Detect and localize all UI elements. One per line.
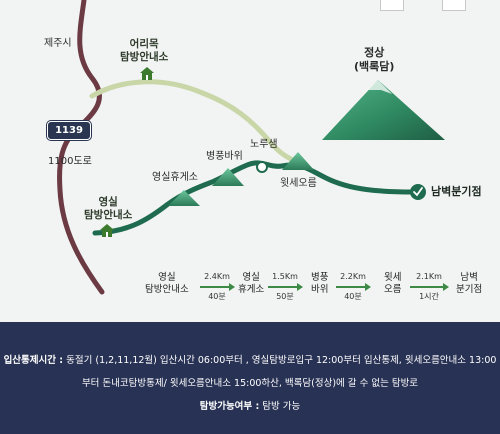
flow-distance-3: 2.2Km [340, 272, 366, 281]
destination-marker [410, 184, 426, 200]
main-trail [92, 160, 417, 236]
eorimok-hut-icon [140, 67, 154, 80]
control-time-line-1: 입산통제시간 : 동절기 (1,2,11,12월) 입산시간 06:00부터 ,… [0, 352, 500, 366]
byeongpung-rock-label: 병풍바위 [206, 151, 243, 162]
noru-spring-label: 노루샘 [250, 139, 278, 150]
control-time-line-2: 부터 돈내코탐방통제/ 윗세오름안내소 15:00하산, 백록담(정상)에 갈 … [0, 375, 500, 389]
peak-witse [282, 152, 314, 170]
corner-button-1[interactable] [380, 0, 404, 11]
witse-oreum-label: 윗세오름 [280, 178, 317, 189]
flow-node-nambyeok: 남벽 분기점 [456, 272, 483, 295]
flow-time-3: 40분 [344, 292, 362, 301]
availability-label: 탐방가능여부 : [199, 401, 260, 412]
info-panel: 입산통제시간 : 동절기 (1,2,11,12월) 입산시간 06:00부터 ,… [0, 322, 500, 434]
summit-mountain [322, 80, 445, 140]
jeju-city-label: 제주시 [44, 38, 72, 49]
road-1139-badge: 1139 [47, 121, 91, 140]
availability-value: 탐방 가능 [262, 401, 301, 412]
flow-distance-4: 2.1Km [416, 272, 442, 281]
flow-distance-2: 1.5Km [272, 272, 298, 281]
flow-node-yeongsil-shelter: 영실 탐방안내소 [145, 272, 189, 295]
road-1100-label: 1100도로 [48, 156, 92, 167]
flow-node-byeongpung: 병풍 바위 [311, 272, 329, 295]
flow-arrow-1 [200, 283, 235, 291]
summit-label: 정상 (백록담) [354, 46, 395, 73]
peak-yeongsil-rest [168, 190, 200, 206]
control-time-text-2: 부터 돈내코탐방통제/ 윗세오름안내소 15:00하산, 백록담(정상)에 갈 … [81, 378, 419, 389]
availability-line: 탐방가능여부 : 탐방 가능 [0, 398, 500, 412]
corner-button-2[interactable] [442, 0, 466, 11]
noru-spring-marker [256, 161, 268, 173]
flow-time-2: 50분 [276, 292, 294, 301]
control-time-text-1: 동절기 (1,2,11,12월) 입산시간 06:00부터 , 영실탐방로입구 … [66, 355, 497, 366]
flow-time-1: 40분 [208, 292, 226, 301]
flow-arrow-3 [336, 283, 371, 291]
eorimok-shelter-label: 어리목 탐방안내소 [120, 38, 169, 64]
yeongsil-rest-label: 영실휴게소 [152, 172, 198, 183]
flow-arrow-2 [268, 283, 303, 291]
yeongsil-hut-icon [100, 224, 114, 237]
control-time-label: 입산통제시간 : [3, 355, 64, 366]
flow-node-yeongsil-rest: 영실 휴게소 [238, 272, 265, 295]
flow-arrow-4 [410, 283, 449, 291]
flow-distance-1: 2.4Km [204, 272, 230, 281]
flow-time-4: 1시간 [419, 292, 439, 301]
nambyeok-label: 남벽분기점 [431, 185, 482, 198]
peak-byeongpung [212, 168, 244, 186]
eorimok-trail [89, 79, 301, 165]
yeongsil-shelter-label: 영실 탐방안내소 [84, 196, 133, 222]
flow-node-witse: 윗세 오름 [384, 272, 402, 295]
trail-map: 제주시 1139 1100도로 어리목 탐방안내소 영실 탐방안내소 영실휴게소… [0, 0, 500, 322]
